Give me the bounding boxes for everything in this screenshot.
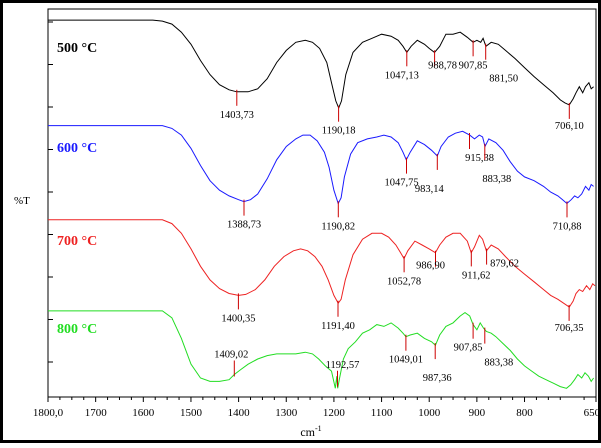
- x-tick-label: 650,0: [584, 407, 601, 419]
- x-tick-label: 1800,0: [33, 407, 64, 419]
- series-name-label: 700 °C: [57, 234, 97, 249]
- peak-label: 1049,01: [389, 355, 423, 366]
- peak-label: 911,62: [462, 270, 491, 281]
- y-axis-ticks: [48, 21, 53, 363]
- x-tick-label: 1500: [180, 407, 203, 419]
- peak-label: 907,85: [459, 60, 488, 71]
- peak-label: 1190,18: [322, 126, 356, 137]
- peak-label: 706,10: [555, 121, 584, 132]
- x-axis-label-exponent: -1: [315, 424, 322, 433]
- x-tick-label: 900: [469, 407, 486, 419]
- plot-area-border: [47, 8, 597, 398]
- x-tick-label: 1300: [275, 407, 298, 419]
- x-tick-label: 1700: [85, 407, 108, 419]
- x-tick-label: 1000: [418, 407, 441, 419]
- x-tick-label: 1400: [228, 407, 251, 419]
- series-3: 700 °C1400,351191,401052,78986,90911,628…: [48, 219, 596, 334]
- x-tick-label: 800: [516, 407, 533, 419]
- peak-label: 988,78: [428, 60, 457, 71]
- series-line: [48, 19, 594, 110]
- x-tick-label: 1200: [323, 407, 346, 419]
- peak-label: 987,36: [423, 373, 452, 384]
- y-axis-label: %T: [14, 195, 30, 207]
- peak-label: 915,38: [465, 153, 494, 164]
- series-1: 500 °C 1403,73 1190,18 1047,13 988,78 907,858…: [48, 19, 594, 137]
- peak-label: 1403,73: [220, 110, 254, 121]
- series-name-label: 600 °C: [57, 141, 97, 156]
- x-axis-ticks: 1800,0 1700 1600 1500 1400 1300 1200 1100 1000 90…: [33, 397, 601, 419]
- x-axis-label-base: cm: [300, 425, 315, 439]
- peak-label: 1047,75: [384, 178, 418, 189]
- peak-label: 983,14: [415, 184, 445, 195]
- peak-label: 883,38: [484, 358, 513, 369]
- peak-label: 1052,78: [387, 276, 421, 287]
- peak-label: 706,35: [555, 323, 584, 334]
- series-line: [48, 219, 596, 308]
- x-tick-label: 1100: [371, 407, 393, 419]
- x-tick-label: 1600: [132, 407, 155, 419]
- peak-label: 1190,82: [321, 221, 355, 232]
- peak-label: 883,38: [482, 174, 511, 185]
- peak-label: 879,62: [490, 259, 519, 270]
- series-name-label: 500 °C: [57, 41, 97, 56]
- peak-label: 907,85: [454, 343, 483, 354]
- x-axis-label: cm-1: [300, 424, 321, 439]
- peak-label: 986,90: [416, 261, 445, 272]
- peak-label: 1400,35: [221, 313, 255, 324]
- peak-label: 1047,13: [385, 70, 419, 81]
- peak-label: 1409,02: [214, 350, 248, 361]
- peak-label: 1192,57: [326, 360, 360, 371]
- peak-label: 1388,73: [227, 220, 261, 231]
- peak-label: 710,88: [553, 221, 582, 232]
- series-name-label: 800 °C: [57, 322, 97, 337]
- peak-label: 1191,40: [321, 321, 355, 332]
- peak-label: 881,50: [489, 74, 518, 85]
- series-line: [48, 125, 594, 205]
